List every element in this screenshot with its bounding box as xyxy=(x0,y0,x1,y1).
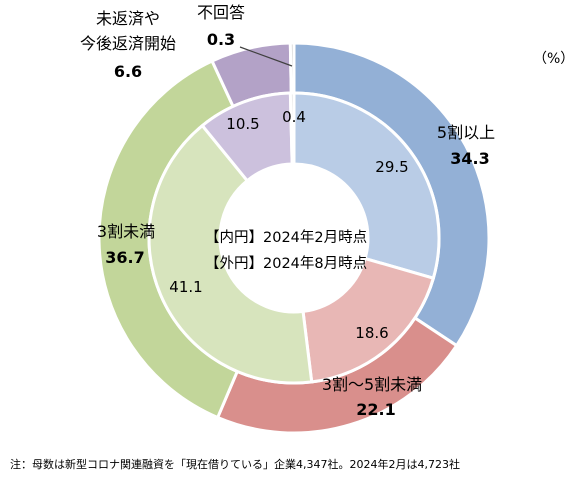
outer-category-label-0-0: 5割以上 xyxy=(437,123,495,142)
outer-value-1: 22.1 xyxy=(356,400,395,419)
inner-slice-4 xyxy=(288,91,296,166)
inner-value-3: 10.5 xyxy=(226,115,259,133)
inner-value-1: 18.6 xyxy=(355,324,388,342)
outer-category-label-3-0: 未返済や xyxy=(96,9,160,28)
outer-category-label-4-0: 不回答 xyxy=(197,3,245,22)
outer-slice-4 xyxy=(288,41,296,95)
inner-value-2: 41.1 xyxy=(169,278,202,296)
inner-value-labels: 29.5 18.6 41.1 10.5 0.4 xyxy=(169,108,408,342)
footnote: 注：母数は新型コロナ関連融資を「現在借りている」企業4,347社。2024年2月… xyxy=(10,458,460,471)
center-label-outer: 【外円】2024年8月時点 xyxy=(205,256,368,272)
inner-ring xyxy=(147,91,441,385)
outer-ring xyxy=(97,41,491,435)
inner-slice-0 xyxy=(292,91,441,281)
outer-category-label-3-1: 今後返済開始 xyxy=(80,34,176,53)
inner-slice-2 xyxy=(147,123,314,385)
inner-value-0: 29.5 xyxy=(375,158,408,176)
outer-value-0: 34.3 xyxy=(450,149,489,168)
unit-label: （%） xyxy=(533,51,575,67)
outer-category-label-1-0: 3割～5割未満 xyxy=(322,375,422,394)
inner-value-4: 0.4 xyxy=(282,108,306,126)
outer-value-2: 36.7 xyxy=(105,248,144,267)
leader-line-no-answer xyxy=(239,46,293,67)
outer-value-3: 6.6 xyxy=(114,62,142,81)
center-label-inner: 【内円】2024年2月時点 xyxy=(205,230,368,246)
outer-value-4: 0.3 xyxy=(207,30,235,49)
outer-category-label-2-0: 3割未満 xyxy=(97,222,155,241)
